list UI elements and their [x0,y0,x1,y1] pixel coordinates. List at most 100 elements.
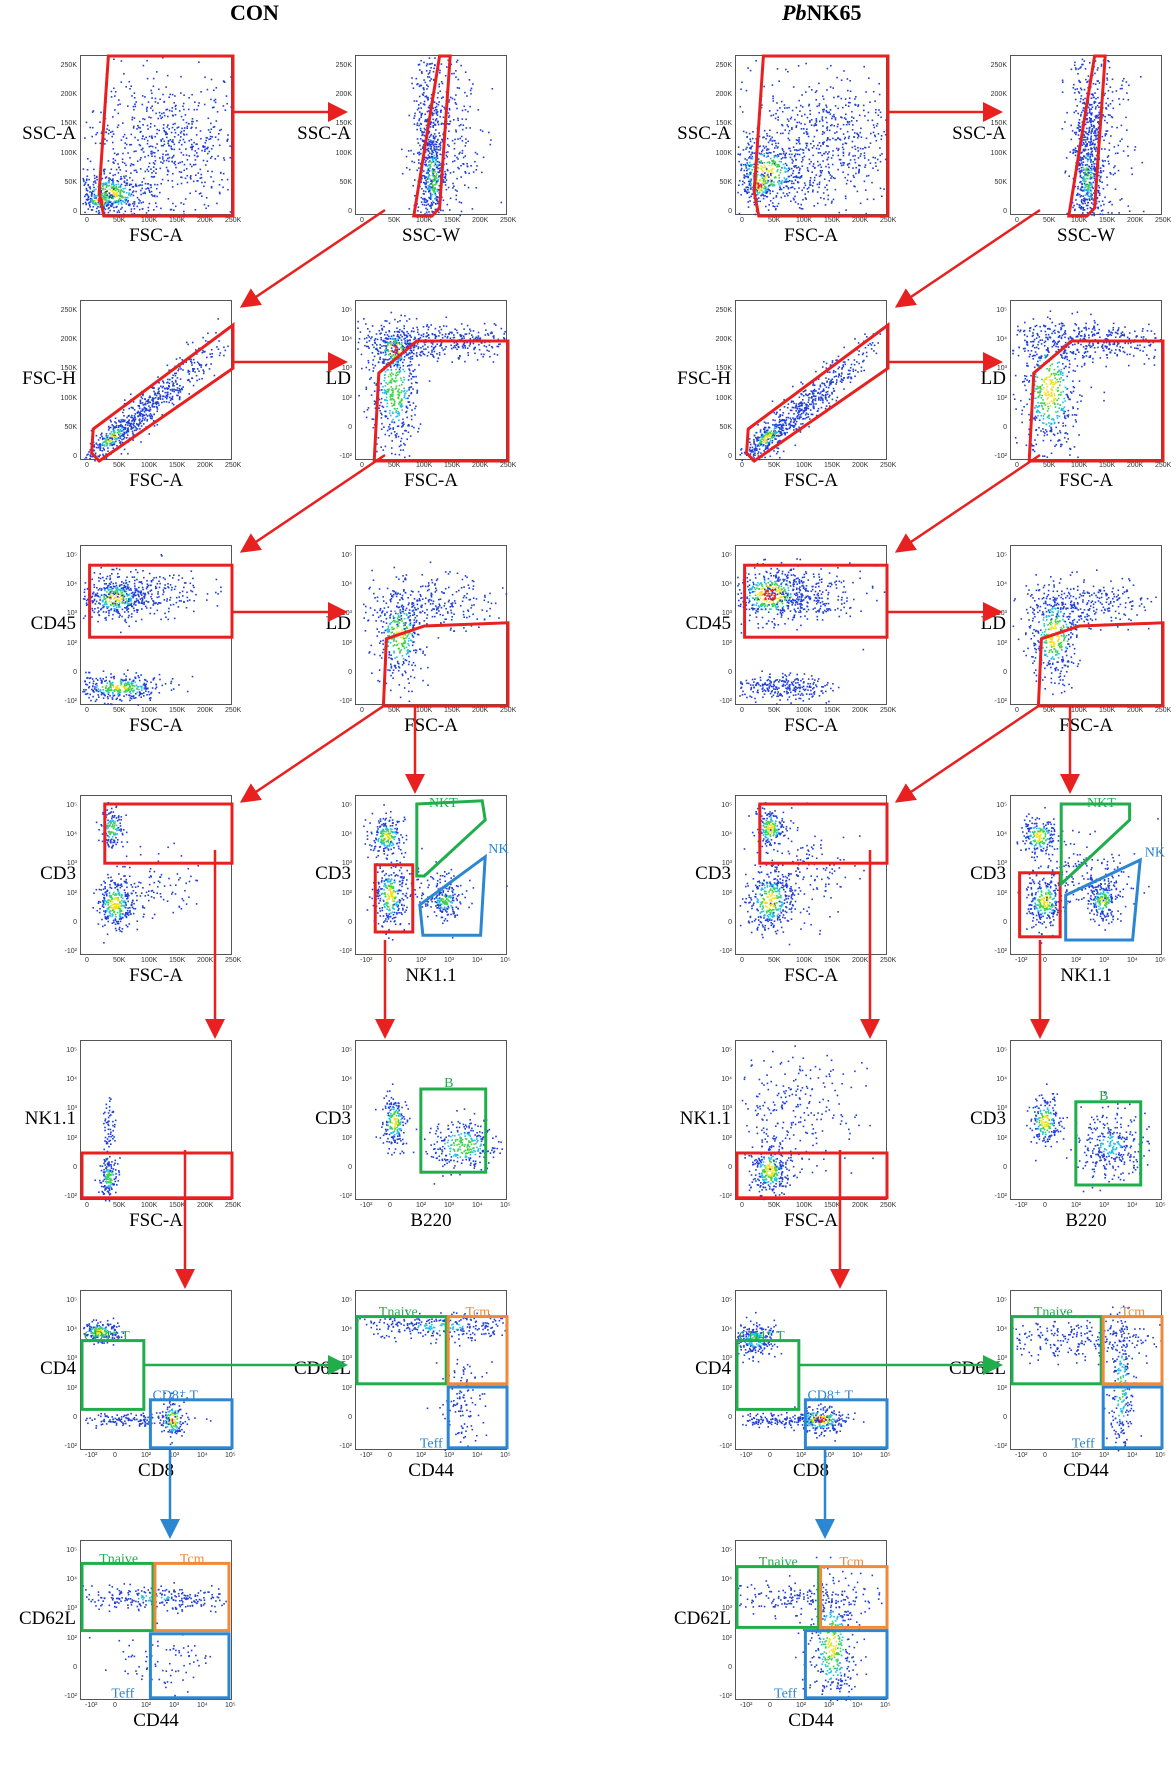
pb-plot-p5: 0 50K 100K 150K 200K 250K -10² 0 10² 10³ 10⁴ 10⁵ [720,545,896,714]
y-tick-label: 10² [66,1384,77,1392]
y-tick-label: 0 [1003,423,1007,431]
y-tick-label: 10³ [66,1105,77,1113]
x-tick-label: 200K [197,707,214,714]
y-axis-label: CD3 [970,1108,1006,1129]
con-p10-scatter: B [375,1076,503,1185]
x-tick-label: 0 [740,462,744,469]
x-tick-label: 200K [472,707,489,714]
x-tick-label: 250K [225,462,242,469]
y-tick-label: 10³ [721,1105,732,1113]
y-tick-label: 10² [721,639,732,647]
pb-plot-p1: 0 50K 100K 150K 200K 250K 0 50K 100K 150K 200K 250K [716,54,896,224]
x-tick-label: 150K [824,1202,841,1209]
x-tick-label: 50K [1043,707,1056,714]
cell-population [1063,1091,1150,1193]
pb-plot-p9: 0 50K 100K 150K 200K 250K -10² 0 10² 10³ 10⁴ 10⁵ [720,1040,896,1209]
x-axis-label: NK1.1 [405,965,457,986]
cell-population [358,311,433,462]
y-tick-label: 0 [348,1163,352,1171]
y-tick-label: 0 [1003,668,1007,676]
y-tick-label: 10⁴ [721,1576,732,1584]
x-tick-label: 10⁵ [1155,1202,1166,1209]
y-tick-label: -10² [64,698,77,705]
x-tick-label: 50K [388,217,401,224]
con-p6-scatter [363,561,510,708]
x-tick-label: 50K [768,957,781,964]
y-tick-label: 250K [715,307,732,314]
y-tick-label: 10³ [721,1605,732,1613]
cell-population [1017,818,1159,931]
y-tick-label: 10⁵ [721,802,732,809]
gate-red [1067,54,1107,218]
pb-plot-p7: 0 50K 100K 150K 200K 250K -10² 0 10² 10³ 10⁴ 10⁵ [720,795,896,964]
pb-p11-scatter: CD4⁺ T CD8⁺ T [735,1311,889,1450]
x-tick-label: 0 [768,1452,772,1459]
x-tick-label: 0 [360,462,364,469]
gate-teff [803,1629,889,1700]
cell-population [371,847,508,939]
x-axis-label: B220 [1065,1210,1107,1231]
y-tick-label: 150K [715,365,732,373]
gate-tnaive [735,1565,821,1629]
x-tick-label: 0 [85,217,89,224]
x-tick-label: 200K [197,217,214,224]
x-tick-label: 200K [472,462,489,469]
y-tick-label: 150K [335,120,352,128]
gate-red [88,563,234,639]
y-tick-label: 10⁴ [66,1576,77,1584]
x-tick-label: -10² [1015,1202,1028,1209]
x-tick-label: 10³ [824,1702,835,1709]
y-tick-label: 10⁵ [66,552,77,559]
y-tick-label: 10³ [66,1605,77,1613]
y-axis-label: CD45 [30,613,76,634]
y-tick-label: -10² [994,1443,1007,1450]
y-axis-label: SSC-A [677,123,731,144]
y-tick-label: 10⁵ [341,1297,352,1304]
x-tick-label: 200K [197,462,214,469]
x-tick-label: 100K [141,707,158,714]
x-tick-label: 0 [1015,707,1019,714]
x-tick-label: -10² [360,957,373,964]
pb-p4-scatter [1012,310,1165,463]
gate-red [373,863,415,934]
cell-population [737,558,832,634]
con-p9-scatter [80,1097,234,1202]
y-tick-label: -10² [994,453,1007,460]
con-plot-p8: NKT NK -10² 0 10² 10³ 10⁴ 10⁵ -10² 0 10² 10³ 10⁴ 10⁵ [340,795,511,964]
gate-label-cd8t: CD8⁺ T [152,1388,198,1403]
gate-label-tnaive: Tnaive [1034,1305,1073,1320]
x-tick-label: 0 [740,707,744,714]
x-axis-label: CD44 [408,1460,454,1481]
y-tick-label: -10² [719,698,732,705]
cell-population [85,1411,212,1429]
x-tick-label: 250K [880,707,897,714]
con-p13-scatter: Tnaive Tcm Teff [80,1552,231,1701]
y-axis-label: LD [325,368,351,389]
y-tick-label: 10³ [66,610,77,618]
cell-population [739,670,840,705]
x-tick-label: 150K [824,707,841,714]
con-p8-scatter: NKT NK [363,796,508,941]
y-tick-label: -10² [339,1193,352,1200]
x-tick-label: 10⁴ [852,1452,863,1459]
x-tick-label: 10⁴ [1127,1202,1138,1209]
x-tick-label: 100K [416,217,433,224]
pb-plot-p6: 0 50K 100K 150K 200K 250K -10² 0 10² 10³ 10⁴ 10⁵ [995,545,1171,714]
y-tick-label: 100K [715,394,732,402]
y-axis-label: NK1.1 [24,1108,76,1129]
y-tick-label: 0 [1003,918,1007,926]
pb-p12-scatter: Tnaive Tcm Teff [1010,1305,1164,1452]
y-tick-label: 200K [715,336,732,344]
y-tick-label: 0 [73,453,77,460]
gate-label-cd4t: CD4⁺ T [739,1329,785,1344]
gate-red [372,339,510,463]
x-tick-label: 250K [500,217,517,224]
y-tick-label: -10² [719,1193,732,1200]
title-italic-part: Pb [782,0,807,25]
cell-population [88,416,139,458]
y-tick-label: 10² [341,1384,352,1392]
x-tick-label: 10⁵ [880,1452,891,1459]
y-tick-label: 10⁴ [66,831,77,839]
y-axis-label: CD3 [315,863,351,884]
x-tick-label: 200K [852,707,869,714]
